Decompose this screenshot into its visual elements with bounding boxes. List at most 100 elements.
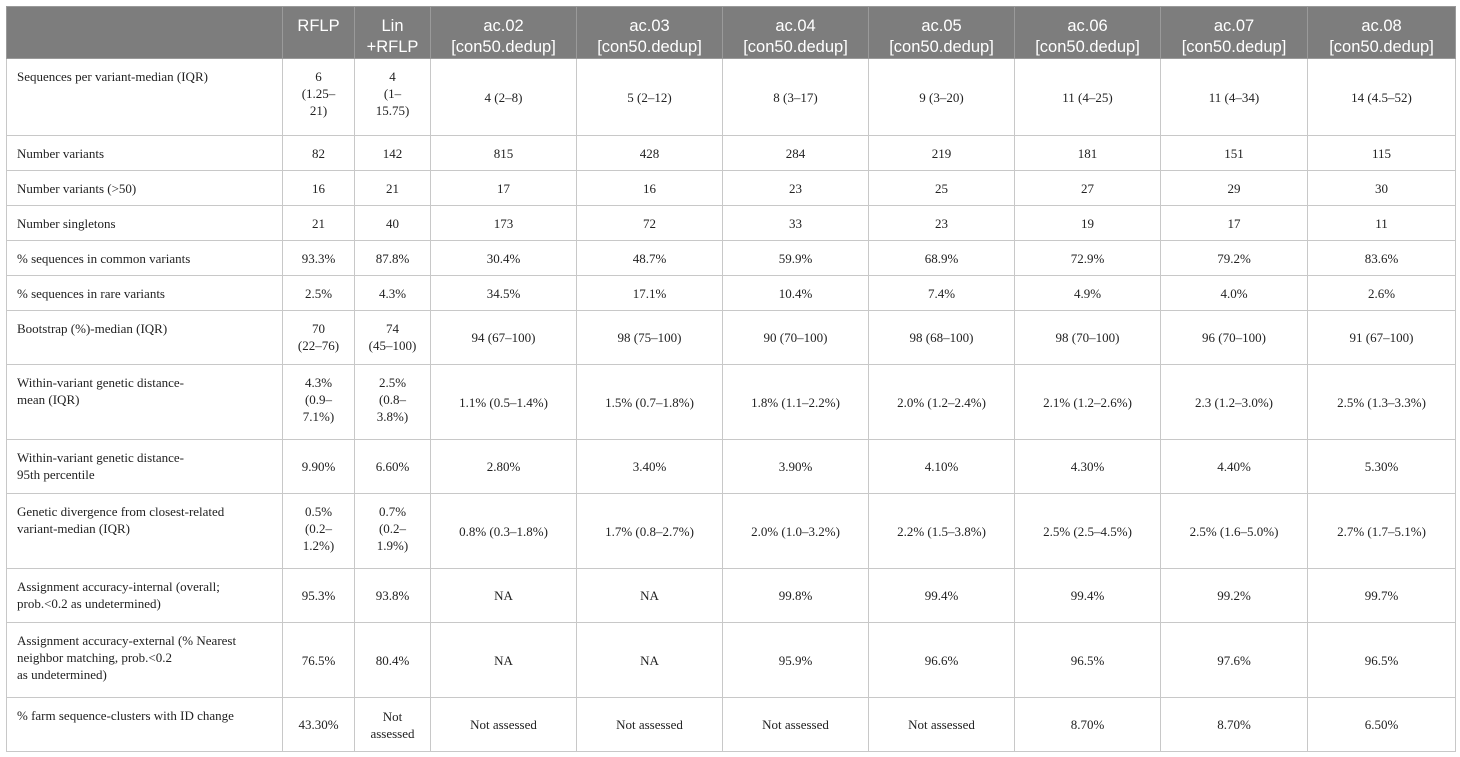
table-cell: 4 (1– 15.75): [354, 58, 431, 136]
table-cell: 4.3%: [354, 275, 431, 311]
row-label: % sequences in rare variants: [6, 275, 283, 311]
table-cell: 0.7% (0.2– 1.9%): [354, 493, 431, 569]
table-cell: 2.5% (1.3–3.3%): [1307, 364, 1456, 440]
table-cell: 2.5% (1.6–5.0%): [1160, 493, 1308, 569]
table-cell: 25: [868, 170, 1015, 206]
header-row: RFLP Lin +RFLP ac.02 [con50.dedup] ac.03 [c…: [6, 6, 1456, 59]
column-header: ac.05 [con50.dedup]: [868, 6, 1015, 59]
table-cell: NA: [430, 568, 577, 623]
table-cell: 93.3%: [282, 240, 355, 276]
table-cell: 2.6%: [1307, 275, 1456, 311]
table-cell: 96.6%: [868, 622, 1015, 698]
table-cell: 59.9%: [722, 240, 869, 276]
table-cell: 68.9%: [868, 240, 1015, 276]
table-cell: 72.9%: [1014, 240, 1161, 276]
table-cell: 11 (4–25): [1014, 58, 1161, 136]
table-cell: 151: [1160, 135, 1308, 171]
row-label: Assignment accuracy-internal (overall; pr…: [6, 568, 283, 623]
table-cell: Not assessed: [430, 697, 577, 752]
table-cell: 5 (2–12): [576, 58, 723, 136]
table-cell: 0.5% (0.2– 1.2%): [282, 493, 355, 569]
table-cell: 30: [1307, 170, 1456, 206]
table-cell: Not assessed: [868, 697, 1015, 752]
table-cell: 17: [1160, 205, 1308, 241]
table-cell: 96 (70–100): [1160, 310, 1308, 365]
table-cell: 27: [1014, 170, 1161, 206]
table-cell: 4 (2–8): [430, 58, 577, 136]
table-cell: 219: [868, 135, 1015, 171]
table-cell: 40: [354, 205, 431, 241]
table-cell: Not assessed: [722, 697, 869, 752]
row-label: Number variants (>50): [6, 170, 283, 206]
table-row: Within-variant genetic distance- 95th per…: [6, 439, 1456, 494]
table-cell: 7.4%: [868, 275, 1015, 311]
table-cell: 96.5%: [1307, 622, 1456, 698]
table-cell: 16: [282, 170, 355, 206]
row-label: Within-variant genetic distance-mean (IQ…: [6, 364, 283, 440]
table-row: Bootstrap (%)-median (IQR) 70 (22–76) 74 (45…: [6, 310, 1456, 365]
column-header: ac.04 [con50.dedup]: [722, 6, 869, 59]
table-cell: NA: [430, 622, 577, 698]
table-cell: 1.7% (0.8–2.7%): [576, 493, 723, 569]
table-cell: 4.30%: [1014, 439, 1161, 494]
row-label: Number variants: [6, 135, 283, 171]
table-cell: 815: [430, 135, 577, 171]
table-cell: 9.90%: [282, 439, 355, 494]
table-cell: Not assessed: [354, 697, 431, 752]
table-cell: 0.8% (0.3–1.8%): [430, 493, 577, 569]
table-cell: 93.8%: [354, 568, 431, 623]
row-label: Bootstrap (%)-median (IQR): [6, 310, 283, 365]
column-header: ac.03 [con50.dedup]: [576, 6, 723, 59]
column-header: RFLP: [282, 6, 355, 59]
table-cell: 2.5% (0.8– 3.8%): [354, 364, 431, 440]
table-cell: 99.2%: [1160, 568, 1308, 623]
table-cell: 90 (70–100): [722, 310, 869, 365]
table-row: Number variants (>50) 16 21 17 16 23 25 27 29 30: [6, 170, 1456, 206]
table-cell: 95.9%: [722, 622, 869, 698]
table-cell: 98 (68–100): [868, 310, 1015, 365]
table-cell: 29: [1160, 170, 1308, 206]
table-cell: 6.50%: [1307, 697, 1456, 752]
table-row: Number singletons 21 40 173 72 33 23 19 17 11: [6, 205, 1456, 241]
column-header: [6, 6, 283, 59]
comparison-table: RFLP Lin +RFLP ac.02 [con50.dedup] ac.03 [c…: [6, 6, 1456, 752]
table-cell: 3.40%: [576, 439, 723, 494]
table-cell: 83.6%: [1307, 240, 1456, 276]
table-row: Within-variant genetic distance-mean (IQ…: [6, 364, 1456, 440]
table-row: Genetic divergence from closest-related v…: [6, 493, 1456, 569]
table-cell: 97.6%: [1160, 622, 1308, 698]
table-cell: 19: [1014, 205, 1161, 241]
table-cell: 95.3%: [282, 568, 355, 623]
column-header: ac.02 [con50.dedup]: [430, 6, 577, 59]
table-cell: 96.5%: [1014, 622, 1161, 698]
table-cell: 2.2% (1.5–3.8%): [868, 493, 1015, 569]
table-row: Sequences per variant-median (IQR) 6 (1.25…: [6, 58, 1456, 136]
table-cell: 91 (67–100): [1307, 310, 1456, 365]
table-cell: 2.0% (1.2–2.4%): [868, 364, 1015, 440]
column-header: Lin +RFLP: [354, 6, 431, 59]
table-cell: 428: [576, 135, 723, 171]
table-cell: 98 (70–100): [1014, 310, 1161, 365]
table-cell: 3.90%: [722, 439, 869, 494]
table-cell: 2.80%: [430, 439, 577, 494]
row-label: Genetic divergence from closest-related v…: [6, 493, 283, 569]
table-row: % farm sequence-clusters with ID change 4…: [6, 697, 1456, 752]
table-cell: 80.4%: [354, 622, 431, 698]
table-cell: 2.1% (1.2–2.6%): [1014, 364, 1161, 440]
table-cell: 74 (45–100): [354, 310, 431, 365]
table-cell: 43.30%: [282, 697, 355, 752]
table-cell: 48.7%: [576, 240, 723, 276]
table-cell: 4.0%: [1160, 275, 1308, 311]
table-cell: 6.60%: [354, 439, 431, 494]
table-cell: 17: [430, 170, 577, 206]
table-cell: 33: [722, 205, 869, 241]
table-cell: NA: [576, 568, 723, 623]
table-cell: 82: [282, 135, 355, 171]
table-cell: Not assessed: [576, 697, 723, 752]
table-cell: 16: [576, 170, 723, 206]
table-body: Sequences per variant-median (IQR) 6 (1.25…: [6, 58, 1456, 752]
table-cell: 10.4%: [722, 275, 869, 311]
table-cell: 30.4%: [430, 240, 577, 276]
table-cell: 11 (4–34): [1160, 58, 1308, 136]
table-cell: 99.4%: [868, 568, 1015, 623]
